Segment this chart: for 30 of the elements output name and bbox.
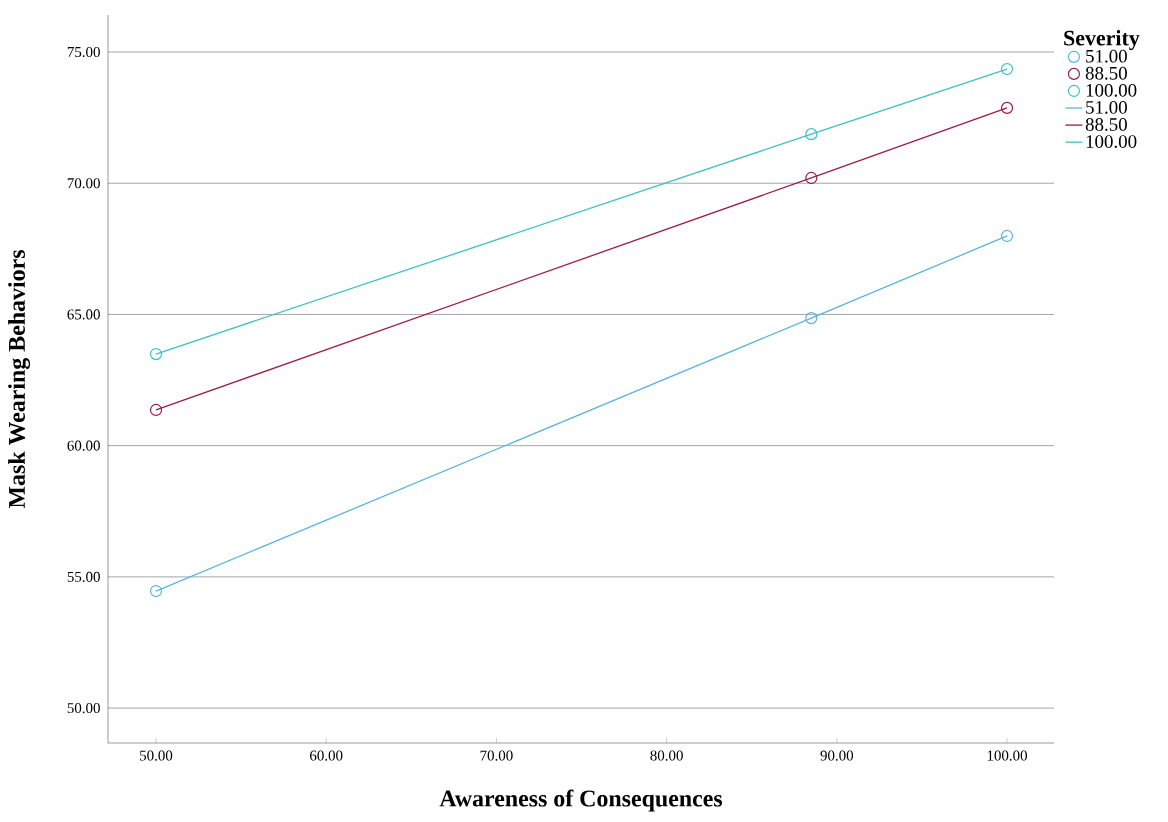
legend-label: 51.00 <box>1086 49 1127 63</box>
point <box>805 312 818 325</box>
y-tick-label: 60.00 <box>67 440 100 451</box>
point <box>149 584 163 598</box>
point <box>1000 62 1014 76</box>
y-tick-label: 70.00 <box>67 178 100 189</box>
legend-label: 100.00 <box>1086 135 1137 148</box>
point <box>805 171 818 185</box>
point <box>805 128 818 141</box>
legend-label: 100.00 <box>1086 83 1137 97</box>
legend-label: 88.50 <box>1085 118 1127 131</box>
x-tick-label: 50.00 <box>140 750 173 761</box>
point <box>149 403 163 417</box>
legend-label: 88.50 <box>1085 66 1127 80</box>
point <box>1000 229 1014 243</box>
y-tick-label: 50.00 <box>67 703 100 714</box>
point <box>1000 101 1014 114</box>
point <box>149 347 163 361</box>
x-tick-label: 90.00 <box>820 750 854 761</box>
x-tick-label: 70.00 <box>480 750 513 761</box>
y-tick-label: 55.00 <box>67 571 100 582</box>
y-axis-title: Mask Wearing Behaviors <box>8 250 31 509</box>
y-tick-label: 65.00 <box>67 309 100 320</box>
legend-label: 51.00 <box>1086 101 1127 114</box>
x-tick-label: 80.00 <box>650 750 683 761</box>
x-tick-label: 60.00 <box>310 750 343 761</box>
legend-title: Severity <box>1064 30 1140 51</box>
x-tick-label: 100.00 <box>987 750 1028 761</box>
x-axis-title: Awareness of Consequences <box>439 789 723 812</box>
y-tick-label: 75.00 <box>67 46 100 58</box>
